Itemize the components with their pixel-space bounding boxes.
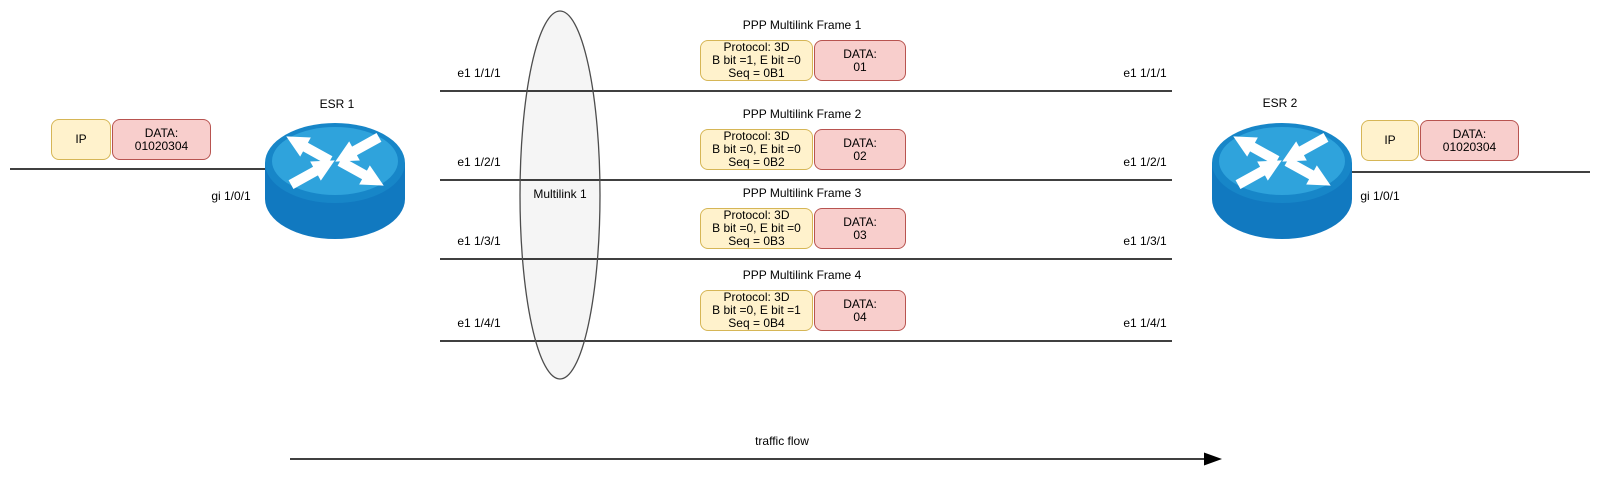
router-icon-esr2 (1212, 123, 1352, 239)
data-box: DATA: 04 (814, 290, 906, 331)
multilink-label: Multilink 1 (533, 187, 587, 201)
port-label-left-3: e1 1/3/1 (457, 234, 501, 248)
frame-title: PPP Multilink Frame 1 (742, 18, 862, 32)
port-label-right-4: e1 1/4/1 (1123, 316, 1167, 330)
traffic-flow-arrow (290, 452, 1222, 466)
protocol-box: Protocol: 3D B bit =0, E bit =1 Seq = 0B… (700, 290, 813, 331)
left-interface-label: gi 1/0/1 (211, 189, 251, 203)
right-interface-label: gi 1/0/1 (1360, 189, 1400, 203)
esr1-label: ESR 1 (319, 97, 355, 111)
frame-title: PPP Multilink Frame 3 (742, 186, 862, 200)
esr2-label: ESR 2 (1262, 96, 1298, 110)
multilink-ellipse-outline (519, 10, 601, 380)
traffic-flow-label: traffic flow (755, 434, 809, 448)
port-label-left-2: e1 1/2/1 (457, 155, 501, 169)
frame-title: PPP Multilink Frame 2 (742, 107, 862, 121)
right-ip-box: IP (1361, 120, 1419, 161)
left-ip-box: IP (51, 119, 111, 160)
data-box: DATA: 02 (814, 129, 906, 170)
left-data-box: DATA: 01020304 (112, 119, 211, 160)
data-box: DATA: 03 (814, 208, 906, 249)
protocol-box: Protocol: 3D B bit =1, E bit =0 Seq = 0B… (700, 40, 813, 81)
protocol-box: Protocol: 3D B bit =0, E bit =0 Seq = 0B… (700, 129, 813, 170)
port-label-left-4: e1 1/4/1 (457, 316, 501, 330)
protocol-box: Protocol: 3D B bit =0, E bit =0 Seq = 0B… (700, 208, 813, 249)
data-box: DATA: 01 (814, 40, 906, 81)
router-icon-esr1 (265, 123, 405, 239)
port-label-right-2: e1 1/2/1 (1123, 155, 1167, 169)
port-label-right-3: e1 1/3/1 (1123, 234, 1167, 248)
frame-title: PPP Multilink Frame 4 (742, 268, 862, 282)
port-label-left-1: e1 1/1/1 (457, 66, 501, 80)
multilink-ellipse-fill (520, 11, 600, 379)
port-label-right-1: e1 1/1/1 (1123, 66, 1167, 80)
right-data-box: DATA: 01020304 (1420, 120, 1519, 161)
